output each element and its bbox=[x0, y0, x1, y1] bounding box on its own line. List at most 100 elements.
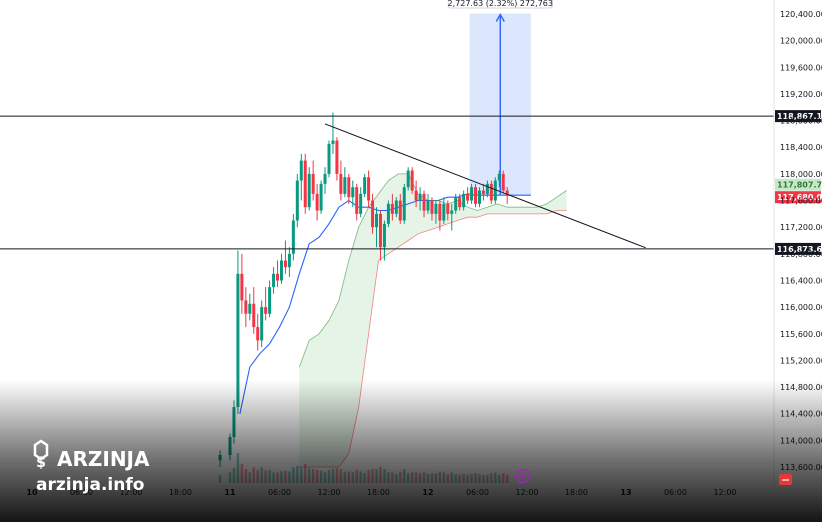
candle-body bbox=[327, 143, 331, 174]
candle-body bbox=[454, 197, 458, 211]
projection-arrow-head bbox=[495, 13, 505, 22]
candle-body bbox=[244, 300, 248, 314]
ichimoku-span-a-line bbox=[298, 173, 567, 368]
candle-body bbox=[410, 170, 414, 191]
candle-body bbox=[359, 193, 363, 214]
price-tick-label: 117,200.00 bbox=[780, 223, 822, 232]
candle-body bbox=[375, 213, 379, 228]
candle-body bbox=[252, 303, 256, 328]
candlesticks bbox=[218, 112, 509, 467]
candle-body bbox=[351, 187, 355, 198]
candle-body bbox=[434, 203, 438, 214]
candle-body bbox=[363, 177, 367, 194]
candle-body bbox=[446, 203, 450, 214]
trendline-line[interactable] bbox=[324, 123, 646, 249]
projection-label-box bbox=[447, 0, 553, 9]
candle-body bbox=[485, 183, 489, 194]
alert-icon[interactable] bbox=[515, 468, 531, 484]
ichimoku-cloud bbox=[299, 173, 567, 467]
candle-body bbox=[319, 183, 323, 211]
price-tick-label: 116,800.00 bbox=[780, 250, 822, 259]
candle-body bbox=[406, 170, 410, 188]
candle-body bbox=[371, 200, 375, 228]
price-tick-label: 118,400.00 bbox=[780, 143, 822, 152]
candle-body bbox=[493, 180, 497, 201]
candle-body bbox=[272, 273, 276, 288]
price-tick-label: 118,800.00 bbox=[780, 117, 822, 126]
candle-body bbox=[402, 187, 406, 221]
candle-body bbox=[311, 173, 315, 194]
candle-body bbox=[450, 210, 454, 214]
brand-url: arzinja.info bbox=[36, 475, 144, 495]
horizontal-levels[interactable]: 118,867.17 116,873.68 117,807.71 117,680.00 bbox=[0, 110, 822, 255]
candle-body bbox=[299, 160, 303, 181]
candle-body bbox=[367, 177, 371, 201]
candle-body bbox=[295, 180, 299, 221]
candle-body bbox=[489, 183, 493, 201]
level-tag-support bbox=[775, 242, 821, 255]
price-tick-label: 115,600.00 bbox=[780, 330, 822, 339]
candle-body bbox=[386, 203, 390, 224]
candle-body bbox=[276, 273, 280, 281]
candle-body bbox=[268, 287, 272, 314]
candle-body bbox=[335, 140, 339, 174]
candle-body bbox=[474, 187, 478, 204]
level-tag-resistance bbox=[775, 110, 821, 123]
candle-body bbox=[442, 203, 446, 221]
level-label-support: 116,873.68 bbox=[777, 245, 822, 254]
price-tag bbox=[775, 178, 821, 191]
price-tick-label: 120,400.00 bbox=[780, 10, 822, 19]
candle-body bbox=[394, 200, 398, 214]
candle-body bbox=[323, 173, 327, 184]
candle-body bbox=[240, 273, 244, 301]
trendline[interactable] bbox=[324, 123, 646, 249]
watermark: $ ARZINJA arzinja.info bbox=[33, 439, 150, 495]
candle-body bbox=[287, 253, 291, 268]
candle-body bbox=[458, 197, 462, 208]
price-tick-label: 119,200.00 bbox=[780, 90, 822, 99]
price-tag-label: 117,807.71 bbox=[777, 181, 822, 190]
candle-body bbox=[430, 200, 434, 214]
candle-body bbox=[477, 190, 481, 204]
projection-tool[interactable]: 2,727.63 (2.32%) 272,763 bbox=[447, 0, 553, 196]
level-label-resistance: 118,867.17 bbox=[777, 112, 822, 121]
candle-body bbox=[291, 220, 295, 254]
candle-body bbox=[466, 193, 470, 201]
candle-body bbox=[264, 307, 268, 314]
svg-text:$: $ bbox=[36, 455, 46, 471]
candle-body bbox=[378, 213, 382, 248]
bottom-fade-overlay bbox=[0, 380, 822, 522]
candle-body bbox=[426, 200, 430, 211]
price-tick-label: 117,600.00 bbox=[780, 197, 822, 206]
arzinja-logo-icon: $ bbox=[33, 439, 49, 471]
candle-body bbox=[279, 260, 283, 281]
candle-body bbox=[248, 303, 252, 314]
candle-body bbox=[283, 260, 287, 268]
candle-body bbox=[470, 187, 474, 201]
candle-body bbox=[339, 173, 343, 194]
price-tick-label: 119,600.00 bbox=[780, 63, 822, 72]
candle-body bbox=[382, 223, 386, 248]
price-tick-label: 120,000.00 bbox=[780, 37, 822, 46]
settings-badge-icon[interactable] bbox=[779, 474, 792, 485]
candle-body bbox=[260, 307, 264, 341]
candle-body bbox=[256, 327, 260, 341]
candle-body bbox=[315, 193, 319, 211]
candle-body bbox=[438, 203, 442, 221]
candle-body bbox=[398, 200, 402, 221]
candle-body bbox=[481, 190, 485, 194]
candle-body bbox=[236, 273, 240, 408]
candle-body bbox=[347, 177, 351, 198]
candle-body bbox=[501, 173, 505, 191]
price-tick-label: 116,000.00 bbox=[780, 303, 822, 312]
candle-body bbox=[422, 193, 426, 211]
price-tag bbox=[775, 191, 821, 204]
candle-body bbox=[303, 160, 307, 208]
candle-body bbox=[307, 173, 311, 208]
candle-body bbox=[390, 203, 394, 214]
price-tick-label: 118,000.00 bbox=[780, 170, 822, 179]
price-tick-label: 115,200.00 bbox=[780, 356, 822, 365]
price-tick-label: 116,400.00 bbox=[780, 276, 822, 285]
candle-body bbox=[331, 140, 335, 144]
